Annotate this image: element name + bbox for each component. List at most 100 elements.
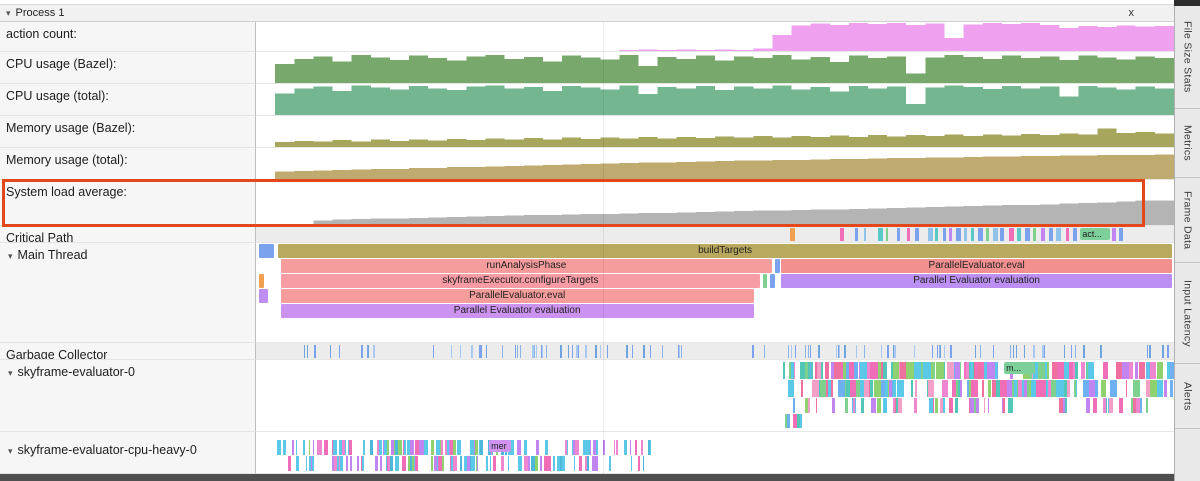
trace-event-tick[interactable] [892,398,898,413]
trace-span[interactable] [258,274,265,288]
trace-event-tick[interactable] [979,345,982,358]
trace-event-tick[interactable] [291,440,295,455]
trace-event-tick[interactable] [535,440,539,455]
trace-event-tick[interactable] [843,380,852,397]
trace-event-tick[interactable] [417,440,421,455]
trace-event-tick[interactable] [905,362,914,379]
trace-event-tick[interactable] [415,440,418,455]
trace-event-tick[interactable] [1149,362,1157,379]
close-button[interactable]: x [1128,7,1135,19]
span-badge[interactable]: act... [1080,228,1110,240]
trace-event-tick[interactable] [576,440,578,455]
trace-event-tick[interactable] [1118,398,1123,413]
trace-event-tick[interactable] [1070,345,1072,358]
trace-span[interactable] [258,289,268,303]
trace-event-tick[interactable] [1026,380,1030,397]
trace-event-tick[interactable] [1036,380,1043,397]
trace-event-tick[interactable] [303,440,306,455]
trace-event-tick[interactable] [1023,380,1027,397]
track-canvas-memory-usage-bazel[interactable] [256,116,1174,148]
track-canvas-skyframe-evaluator-cpu-heavy-0[interactable]: mer [256,438,1174,474]
trace-span[interactable] [258,244,275,258]
trace-event-tick[interactable] [1115,362,1123,379]
trace-event-tick[interactable] [939,362,945,379]
trace-event-tick[interactable] [361,456,365,471]
trace-event-tick[interactable] [1087,362,1095,379]
trace-event-tick[interactable] [572,345,573,358]
trace-event-tick[interactable] [983,398,985,413]
trace-event-tick[interactable] [1166,362,1172,379]
trace-event-tick[interactable] [309,456,313,471]
trace-event-tick[interactable] [407,440,411,455]
trace-span[interactable]: buildTargets [278,244,1173,258]
horizontal-scrollbar[interactable] [0,474,1174,481]
trace-event-tick[interactable] [1023,345,1025,358]
trace-event-tick[interactable] [348,440,353,455]
trace-event-tick[interactable] [643,345,645,358]
trace-event-tick[interactable] [362,440,366,455]
trace-event-tick[interactable] [1100,380,1107,397]
trace-event-tick[interactable] [804,345,806,358]
trace-event-tick[interactable] [1110,380,1117,397]
trace-event-tick[interactable] [332,440,335,455]
trace-event-tick[interactable] [561,456,565,471]
trace-event-tick[interactable] [885,380,888,397]
trace-event-tick[interactable] [996,380,1001,397]
trace-event-tick[interactable] [932,398,935,413]
trace-event-tick[interactable] [993,345,994,358]
trace-event-tick[interactable] [379,440,382,455]
trace-event-tick[interactable] [1132,380,1141,397]
trace-event-tick[interactable] [944,345,946,358]
trace-event-tick[interactable] [577,345,579,358]
critical-path-slice[interactable] [878,228,883,241]
trace-event-tick[interactable] [585,345,588,358]
trace-event-tick[interactable] [637,456,641,471]
trace-event-tick[interactable] [935,398,937,413]
trace-event-tick[interactable] [828,380,831,397]
track-canvas-main-thread[interactable]: buildTargets runAnalysisPhase ParallelEval… [256,243,1174,343]
trace-event-tick[interactable] [788,380,795,397]
critical-path-slice[interactable] [885,228,889,241]
critical-path-slice[interactable] [977,228,984,241]
trace-event-tick[interactable] [913,345,915,358]
trace-event-tick[interactable] [1048,380,1053,397]
trace-event-tick[interactable] [1063,362,1069,379]
trace-event-tick[interactable] [880,345,882,358]
trace-event-tick[interactable] [535,345,537,358]
trace-event-tick[interactable] [837,345,839,358]
trace-event-tick[interactable] [368,345,370,358]
trace-span[interactable]: runAnalysisPhase [280,259,772,273]
trace-event-tick[interactable] [287,456,292,471]
trace-span[interactable]: skyframeExecutor.configureTargets [280,274,760,288]
trace-event-tick[interactable] [330,345,332,358]
trace-event-tick[interactable] [440,456,444,471]
trace-event-tick[interactable] [1139,362,1146,379]
trace-event-tick[interactable] [861,398,865,413]
trace-event-tick[interactable] [678,345,680,358]
trace-event-tick[interactable] [385,456,389,471]
trace-event-tick[interactable] [879,380,887,397]
track-canvas-garbage-collector[interactable] [256,343,1174,360]
trace-event-tick[interactable] [893,362,899,379]
trace-event-tick[interactable] [640,440,644,455]
trace-event-tick[interactable] [460,456,462,471]
trace-event-tick[interactable] [1164,380,1168,397]
trace-event-tick[interactable] [1041,345,1044,358]
trace-event-tick[interactable] [950,398,954,413]
trace-event-tick[interactable] [835,345,838,358]
trace-event-tick[interactable] [867,380,874,397]
trace-event-tick[interactable] [1056,380,1061,397]
trace-event-tick[interactable] [1147,362,1150,379]
trace-event-tick[interactable] [792,414,799,428]
trace-event-tick[interactable] [332,456,335,471]
trace-event-tick[interactable] [797,414,800,428]
trace-event-tick[interactable] [480,345,483,358]
trace-event-tick[interactable] [584,456,587,471]
trace-event-tick[interactable] [969,398,971,413]
trace-event-tick[interactable] [388,456,391,471]
trace-event-tick[interactable] [1017,380,1026,397]
trace-event-tick[interactable] [1082,380,1090,397]
trace-event-tick[interactable] [594,440,598,455]
trace-event-tick[interactable] [949,398,952,413]
trace-event-tick[interactable] [624,440,627,455]
